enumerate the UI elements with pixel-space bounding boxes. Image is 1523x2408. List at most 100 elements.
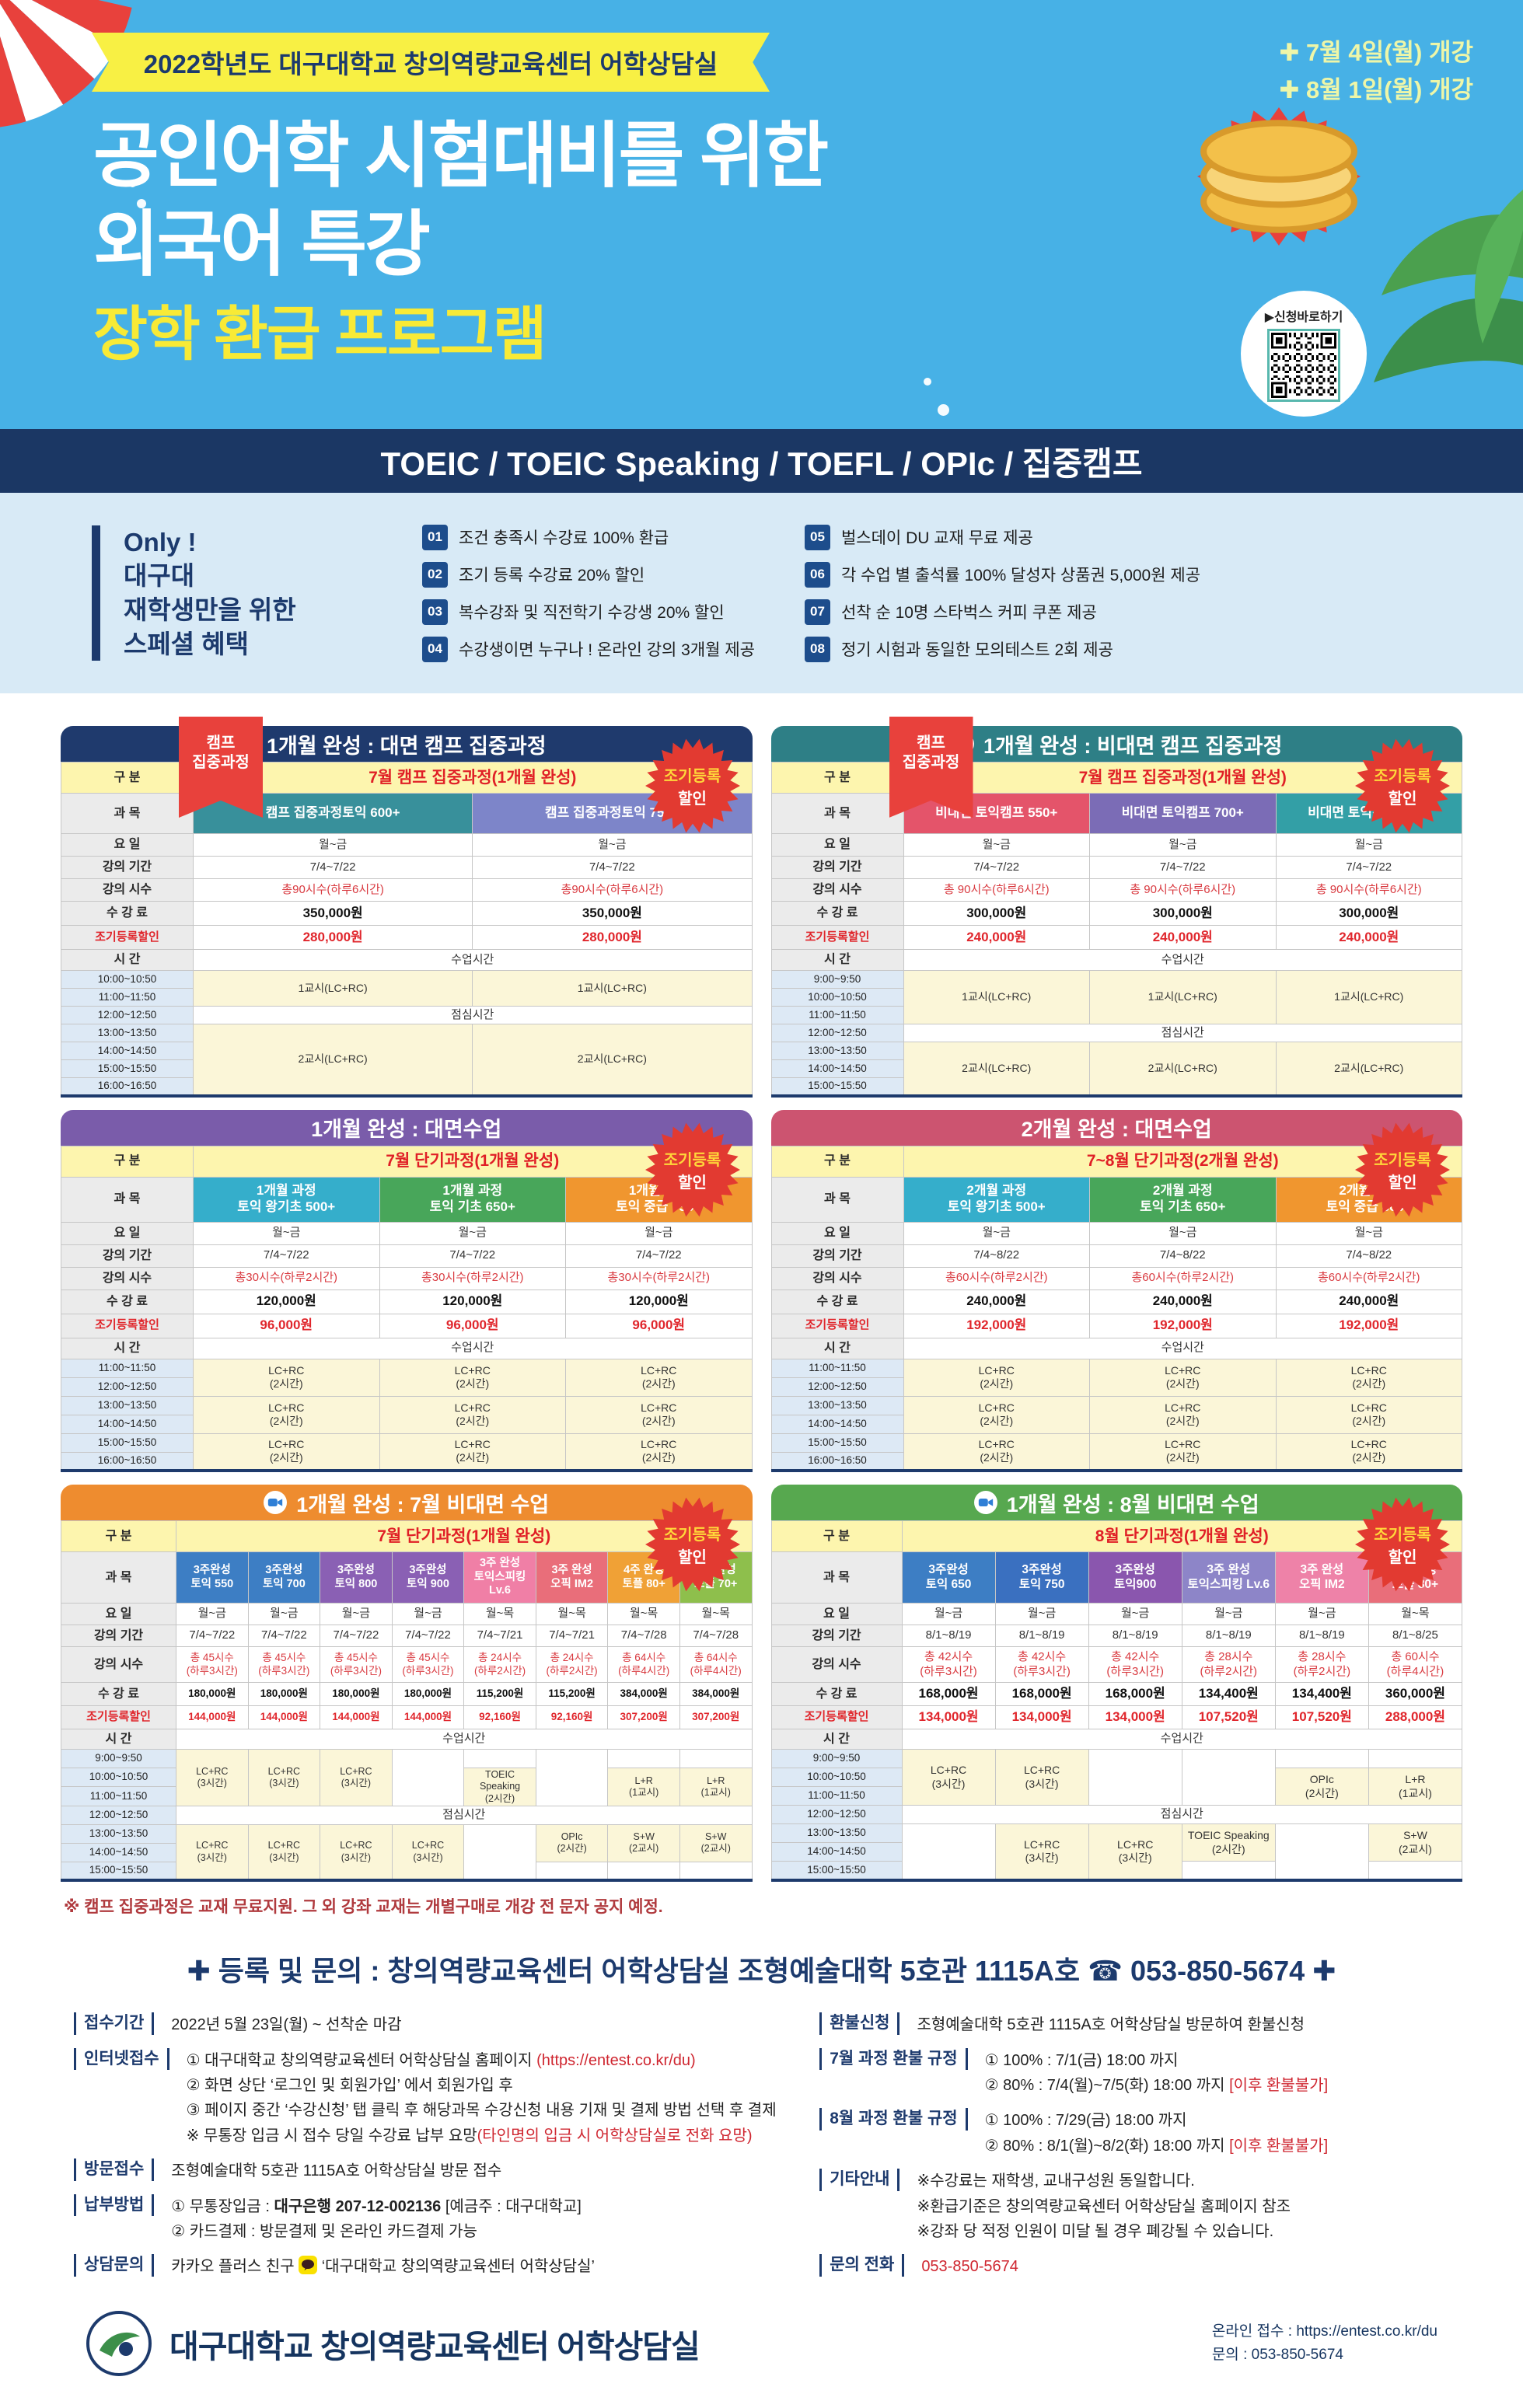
table-cell: 120,000원 [379, 1289, 566, 1314]
table-cell [463, 1823, 536, 1881]
table-cell: 강의 기간 [61, 1244, 194, 1268]
table-cell: 7/4~7/22 [472, 856, 753, 879]
benefit-number: 07 [804, 599, 830, 625]
table-cell: 총 24시수 (하루2시간) [535, 1646, 609, 1683]
table-cell: 360,000원 [1368, 1682, 1463, 1706]
time-slot-cell: 13:00~13:50 [61, 1395, 194, 1415]
time-slot-cell: 12:00~12:50 [61, 1377, 194, 1397]
info-label: 인터넷접수 [74, 2047, 169, 2070]
table-cell: 월~금 [565, 1221, 753, 1245]
table-cell: 월~금 [193, 1221, 380, 1245]
time-slot-cell: 13:00~13:50 [61, 1024, 194, 1042]
benefits-heading-line: 대구대 [124, 561, 195, 591]
info-lines: ① 무통장입금 : 대구은행 207-12-002136 [예금주 : 대구대학… [171, 2194, 582, 2245]
table-cell: 300,000원 [903, 901, 1090, 926]
time-slot-cell: 12:00~12:50 [770, 1805, 903, 1824]
info-text: ※수강료는 재학생, 교내구성원 동일합니다. [917, 2172, 1195, 2190]
table-cell: 107,520원 [1274, 1705, 1369, 1729]
table-cell: LC+RC (2시간) [1089, 1395, 1277, 1434]
info-line: ※환급기준은 창의역량교육센터 어학상담실 홈페이지 참조 [917, 2194, 1291, 2219]
table-cell: 조기등록할인 [61, 925, 194, 950]
course-subject-cell: 3주완성 토익 900 [391, 1551, 465, 1604]
time-slot-cell: 13:00~13:50 [770, 1395, 904, 1415]
table-cell: 8/1~8/19 [1088, 1625, 1182, 1647]
table-cell: 시 간 [61, 1729, 176, 1750]
table-cell: 요 일 [770, 1603, 903, 1625]
table-cell: 240,000원 [1089, 925, 1277, 950]
table-cell: 총90시수(하루6시간) [192, 878, 473, 902]
table-cell: L+R (1교시) [1368, 1768, 1463, 1806]
course-subject-cell: 3주완성 토익900 [1088, 1551, 1182, 1604]
info-line: ② 80% : 8/1(월)~8/2(화) 18:00 까지 [이후 환불불가] [985, 2134, 1329, 2158]
course-subject-cell: 비대면 토익캠프 550+ [903, 793, 1090, 834]
info-text: 053-850-5674 [921, 2258, 1018, 2276]
table-cell: 월~금 [1089, 1221, 1277, 1245]
course-subject-cell: 비대면 토익캠프 700+ [1089, 793, 1277, 834]
info-line: 2022년 5월 23일(월) ~ 선착순 마감 [171, 2012, 401, 2037]
info-lines: 카카오 플러스 친구 ‘대구대학교 창의역량교육센터 어학상담실’ [171, 2254, 595, 2279]
table-cell: 280,000원 [472, 925, 753, 950]
info-label: 기타안내 [819, 2169, 900, 2191]
early-discount-line2: 할인 [678, 1174, 707, 1192]
decor-dot [137, 199, 146, 208]
table-cell: 시 간 [770, 1729, 903, 1750]
table-cell: 월~금 [192, 833, 473, 857]
time-slot-cell: 10:00~10:50 [61, 970, 194, 989]
table-cell: 7/4~8/22 [1275, 1244, 1462, 1268]
time-slot-cell: 15:00~15:50 [770, 1861, 903, 1880]
table-cell: 7/4~7/21 [535, 1625, 609, 1647]
table-cell: 강의 시수 [61, 1646, 176, 1683]
course-table-header: 1개월 완성 : 7월 비대면 수업 [61, 1485, 753, 1520]
table-cell: 1교시(LC+RC) [472, 970, 753, 1007]
info-lines: 2022년 5월 23일(월) ~ 선착순 마감 [171, 2012, 401, 2037]
info-text: 조형예술대학 5호관 1115A호 어학상담실 방문하여 환불신청 [917, 2016, 1305, 2034]
early-discount-badge: 조기등록 할인 [1355, 1122, 1450, 1217]
table-cell: 강의 시수 [770, 1646, 903, 1683]
info-lines: 조형예술대학 5호관 1115A호 어학상담실 방문하여 환불신청 [917, 2012, 1305, 2037]
table-cell [1088, 1749, 1182, 1806]
info-text: ① 대구대학교 창의역량교육센터 어학상담실 홈페이지 [186, 2051, 537, 2069]
table-cell: 월~금 [247, 1603, 321, 1625]
table-cell: 월~금 [379, 1221, 566, 1245]
info-text: ① 100% : 7/29(금) 18:00 까지 [984, 2112, 1187, 2130]
table-cell: 시 간 [770, 1337, 904, 1359]
table-cell: 144,000원 [320, 1705, 393, 1729]
info-line: ② 카드결제 : 방문결제 및 온라인 카드결제 가능 [171, 2219, 582, 2244]
info-line: ※ 무통장 입금 시 접수 당일 수강료 납부 요망(타인명의 입금 시 어학상… [187, 2124, 777, 2148]
table-cell: 수 강 료 [61, 1289, 194, 1314]
course-table-camp-online: 1개월 완성 : 비대면 캠프 집중과정 구 분 7월 캠프 집중과정(1개월 완성… [770, 717, 1462, 1098]
table-cell: 총 45시수 (하루3시간) [247, 1646, 321, 1683]
umbrella-icon [0, 0, 132, 128]
table-cell: 92,160원 [535, 1705, 609, 1729]
table-cell: 월~금 [901, 1603, 996, 1625]
table-cell: 7/4~7/21 [463, 1625, 536, 1647]
info-lines: ※수강료는 재학생, 교내구성원 동일합니다. ※환급기준은 창의역량교육센터 어… [917, 2169, 1291, 2244]
course-table-header: 1개월 완성 : 8월 비대면 수업 [770, 1485, 1462, 1520]
info-text: 카카오 플러스 친구 [171, 2258, 299, 2276]
table-cell: 수 강 료 [770, 901, 904, 926]
info-lines: ① 100% : 7/1(금) 18:00 까지 ② 80% : 7/4(월)~7… [985, 2048, 1329, 2099]
footer-online-url[interactable]: 온라인 접수 : https://entest.co.kr/du [1211, 2323, 1437, 2340]
table-cell: 120,000원 [565, 1289, 753, 1314]
table-cell: 2교시(LC+RC) [192, 1024, 473, 1096]
time-slot-cell: 14:00~14:50 [61, 1042, 194, 1060]
table-cell: 총60시수(하루2시간) [903, 1266, 1090, 1290]
table-cell: 384,000원 [679, 1682, 753, 1706]
table-cell: 134,000원 [901, 1705, 996, 1729]
info-text: ※강좌 당 적정 인원이 미달 될 경우 폐강될 수 있습니다. [917, 2222, 1274, 2240]
info-link[interactable]: (https://entest.co.kr/du) [536, 2051, 696, 2069]
table-cell: 강의 기간 [770, 856, 904, 879]
table-cell: 강의 시수 [770, 878, 904, 902]
table-cell: 총 24시수 (하루2시간) [463, 1646, 536, 1683]
table-cell [901, 1823, 996, 1880]
info-label: 상담문의 [74, 2254, 155, 2277]
table-cell: 월~금 [1089, 833, 1277, 857]
poster-title-line2: 외국어 특강 [93, 205, 431, 284]
course-table-july-offline: 1개월 완성 : 대면수업 구 분 7월 단기과정(1개월 완성) 과 목 1개월 과정… [61, 1109, 753, 1472]
refund-100-badge: 수강료 100% 환급 [1197, 107, 1361, 246]
course-subject-cell: 3주 완성 오픽 IM2 [535, 1551, 609, 1604]
qr-code[interactable] [1267, 328, 1340, 402]
table-cell: 수 강 료 [770, 1682, 903, 1706]
table-cell: LC+RC (2시간) [565, 1358, 753, 1397]
time-slot-cell: 11:00~11:50 [770, 1786, 903, 1806]
